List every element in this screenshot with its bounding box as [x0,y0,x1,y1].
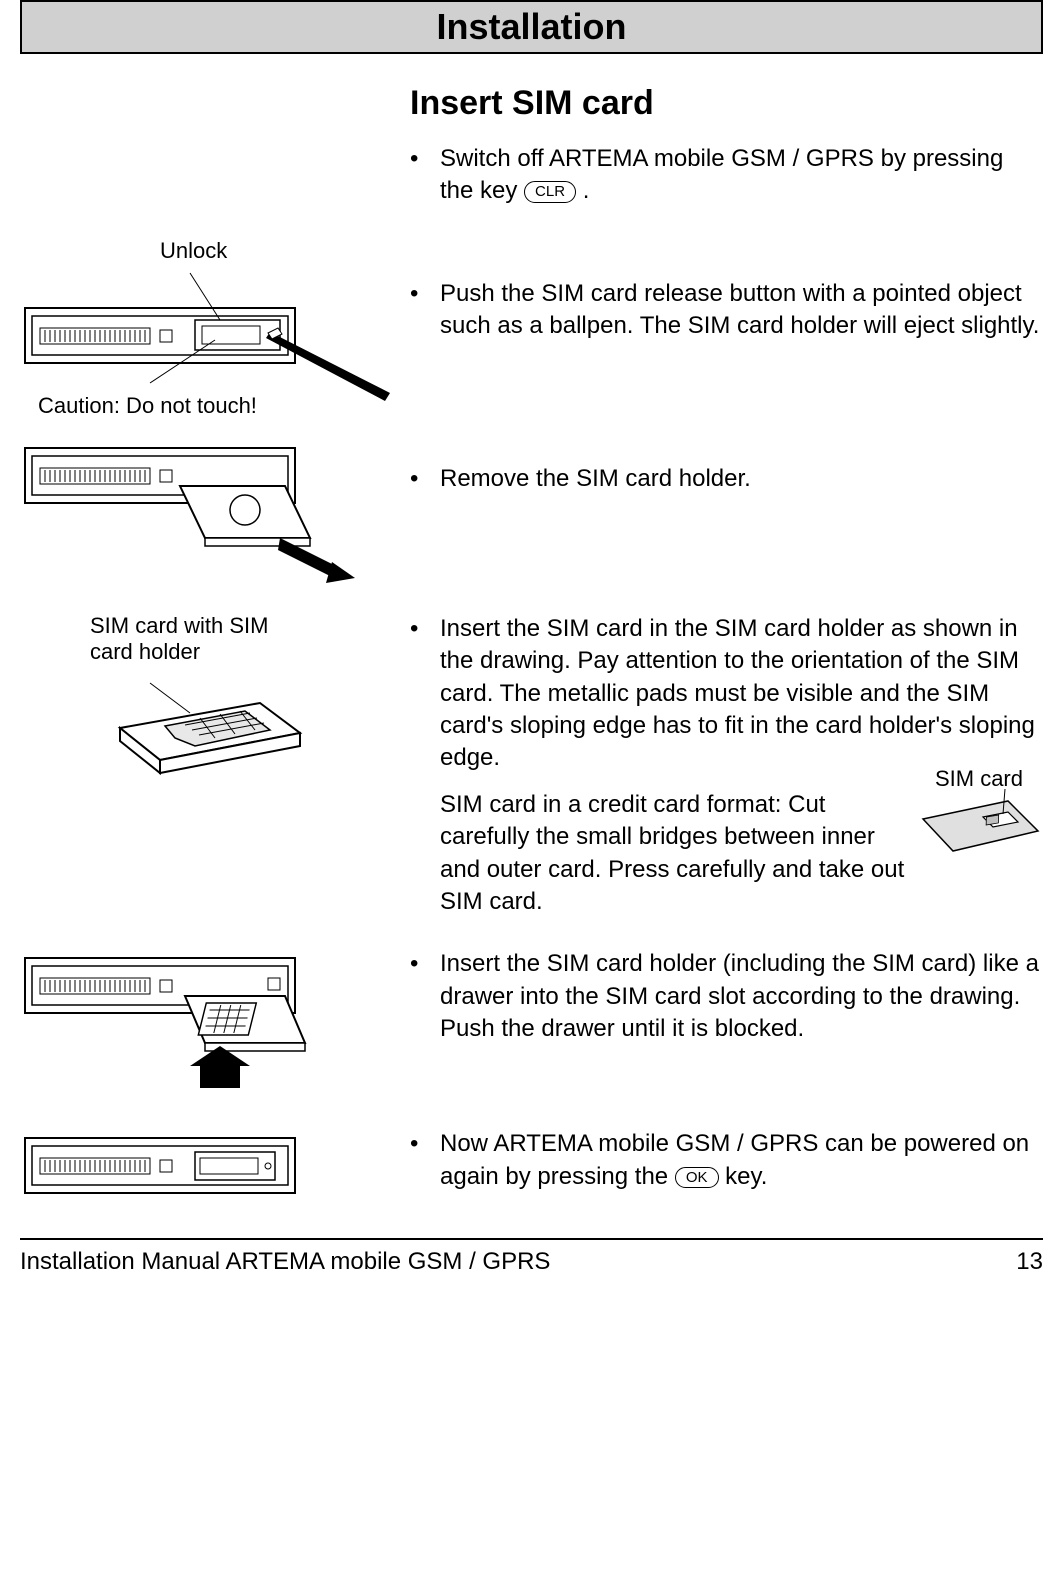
page: Installation Insert SIM card • Switch of… [0,0,1063,1296]
illustration-credit-card-sim [913,789,1043,879]
illustration-insert-holder [20,948,360,1098]
page-footer: Installation Manual ARTEMA mobile GSM / … [20,1238,1043,1276]
row-step4: SIM card with SIM card holder [20,613,1043,919]
step1-post: . [583,177,590,204]
step2-text: Push the SIM card release button with a … [440,278,1043,343]
step-2: • Push the SIM card release button with … [410,278,1043,343]
step-4: • Insert the SIM card in the SIM card ho… [410,613,1043,775]
step-5: • Insert the SIM card holder (including … [410,948,1043,1045]
footer-page-number: 13 [1016,1248,1043,1276]
row-step3: • Remove the SIM card holder. [20,438,1043,583]
row-step5: • Insert the SIM card holder (including … [20,948,1043,1098]
clr-key-label: CLR [524,181,576,203]
illustration-remove-holder [20,438,360,583]
illustration-unlock [20,258,400,408]
step-1: • Switch off ARTEMA mobile GSM / GPRS by… [410,143,1043,208]
illustration-closed-slot [20,1128,320,1208]
step3-text: Remove the SIM card holder. [440,463,1043,495]
caution-label: Caution: Do not touch! [38,393,257,419]
illustration-sim-in-holder [80,678,380,808]
step-3: • Remove the SIM card holder. [410,463,1043,495]
step6-post: key. [719,1163,768,1190]
sim-holder-label: SIM card with SIM card holder [90,613,290,666]
step5-text: Insert the SIM card holder (including th… [440,948,1043,1045]
step-4b: SIM card SIM card in a credit card forma… [440,789,1043,919]
row-step2: Unlock [20,248,1043,408]
page-title-bar: Installation [20,0,1043,54]
row-step6: • Now ARTEMA mobile GSM / GPRS can be po… [20,1128,1043,1208]
row-heading: Insert SIM card • Switch off ARTEMA mobi… [20,84,1043,218]
section-heading: Insert SIM card [410,84,1043,123]
ok-key-label: OK [675,1167,719,1189]
footer-left: Installation Manual ARTEMA mobile GSM / … [20,1248,550,1276]
unlock-label: Unlock [160,238,227,264]
sim-card-label: SIM card [935,764,1023,794]
page-title: Installation [436,6,626,47]
step4b-text: SIM card in a credit card format: Cut ca… [440,791,904,915]
step-6: • Now ARTEMA mobile GSM / GPRS can be po… [410,1128,1043,1193]
step4-text: Insert the SIM card in the SIM card hold… [440,613,1043,775]
